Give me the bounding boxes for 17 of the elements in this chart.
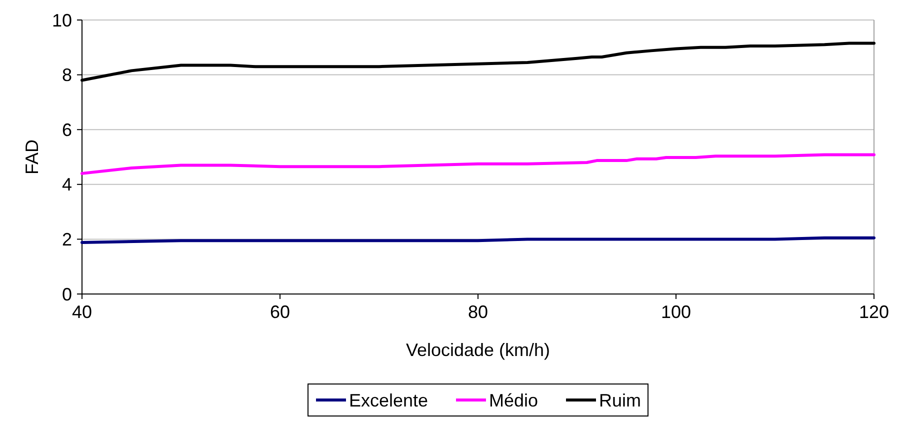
legend-label: Excelente [349, 390, 428, 410]
y-axis-title: FAD [22, 139, 42, 175]
x-tick-label: 100 [660, 302, 692, 322]
x-tick-label: 60 [270, 302, 290, 322]
legend-label: Ruim [599, 390, 642, 410]
x-axis-title: Velocidade (km/h) [406, 340, 550, 360]
y-tick-label: 6 [62, 120, 72, 140]
x-tick-label: 40 [72, 302, 92, 322]
y-tick-label: 2 [62, 230, 72, 250]
y-tick-label: 0 [62, 284, 72, 304]
legend-label: Médio [489, 390, 538, 410]
line-series [80, 153, 876, 175]
y-tick-label: 4 [62, 174, 72, 195]
x-tick-label: 80 [468, 302, 488, 322]
x-tick-label: 120 [858, 302, 890, 322]
y-tick-label: 10 [52, 10, 72, 30]
y-tick-label: 8 [62, 65, 72, 86]
